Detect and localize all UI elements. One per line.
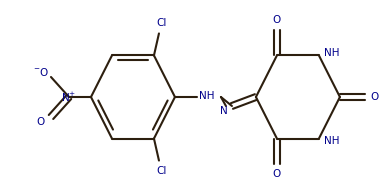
Text: O: O — [37, 117, 45, 127]
Text: NH: NH — [324, 136, 340, 146]
Text: NH: NH — [324, 48, 340, 58]
Text: Cl: Cl — [157, 19, 167, 29]
Text: Cl: Cl — [157, 166, 167, 176]
Text: N$^{+}$: N$^{+}$ — [61, 91, 77, 104]
Text: O: O — [371, 92, 379, 102]
Text: NH: NH — [199, 91, 215, 101]
Text: O: O — [273, 15, 281, 26]
Text: $^{-}$O: $^{-}$O — [33, 66, 49, 78]
Text: N: N — [220, 106, 228, 116]
Text: O: O — [273, 169, 281, 179]
